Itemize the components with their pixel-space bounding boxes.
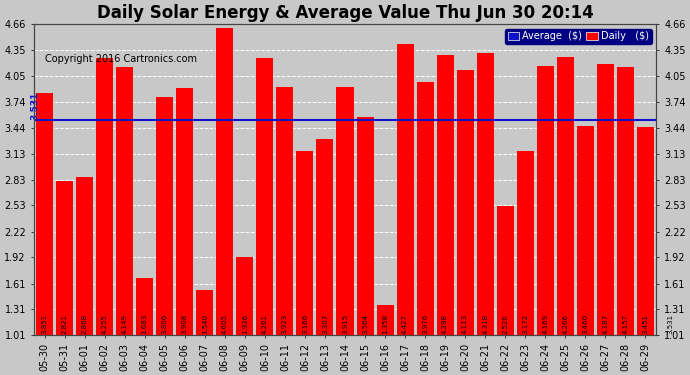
Text: 3.908: 3.908 bbox=[181, 314, 188, 334]
Bar bbox=[237, 257, 253, 335]
Bar bbox=[176, 88, 193, 335]
Bar bbox=[637, 127, 654, 335]
Text: 3.976: 3.976 bbox=[422, 314, 428, 334]
Text: 3.460: 3.460 bbox=[582, 314, 589, 334]
Bar bbox=[397, 44, 413, 335]
Bar bbox=[297, 151, 313, 335]
Text: 3.564: 3.564 bbox=[362, 314, 368, 334]
Text: 4.113: 4.113 bbox=[462, 314, 469, 334]
Bar bbox=[597, 64, 614, 335]
Text: 3.923: 3.923 bbox=[282, 314, 288, 334]
Text: 3.166: 3.166 bbox=[302, 314, 308, 334]
Text: 3.451: 3.451 bbox=[642, 314, 649, 334]
Text: 1.683: 1.683 bbox=[141, 314, 148, 334]
Text: 3.531: 3.531 bbox=[667, 314, 673, 334]
Bar bbox=[156, 96, 173, 335]
Bar bbox=[457, 70, 473, 335]
Text: 3.172: 3.172 bbox=[522, 314, 529, 334]
Bar bbox=[56, 180, 73, 335]
Text: 3.307: 3.307 bbox=[322, 314, 328, 334]
Bar bbox=[377, 305, 393, 335]
Text: 2.868: 2.868 bbox=[81, 314, 88, 334]
Legend: Average  ($), Daily   ($): Average ($), Daily ($) bbox=[505, 28, 651, 44]
Text: 3.851: 3.851 bbox=[41, 314, 48, 334]
Bar bbox=[36, 93, 53, 335]
Bar bbox=[577, 126, 594, 335]
Text: 1.540: 1.540 bbox=[201, 314, 208, 334]
Bar bbox=[517, 151, 534, 335]
Bar bbox=[277, 87, 293, 335]
Bar bbox=[437, 55, 453, 335]
Bar bbox=[196, 290, 213, 335]
Text: 1.358: 1.358 bbox=[382, 314, 388, 334]
Title: Daily Solar Energy & Average Value Thu Jun 30 20:14: Daily Solar Energy & Average Value Thu J… bbox=[97, 4, 593, 22]
Text: 4.266: 4.266 bbox=[562, 314, 569, 334]
Bar bbox=[417, 82, 433, 335]
Bar bbox=[217, 28, 233, 335]
Text: 3.915: 3.915 bbox=[342, 314, 348, 334]
Bar bbox=[136, 278, 153, 335]
Bar bbox=[337, 87, 353, 335]
Bar bbox=[537, 66, 554, 335]
Text: 4.149: 4.149 bbox=[121, 314, 128, 334]
Bar bbox=[76, 177, 93, 335]
Text: 4.255: 4.255 bbox=[101, 314, 108, 334]
Bar bbox=[96, 58, 113, 335]
Text: 4.261: 4.261 bbox=[262, 314, 268, 334]
Text: 4.298: 4.298 bbox=[442, 314, 448, 334]
Text: 1.926: 1.926 bbox=[242, 314, 248, 334]
Text: 4.157: 4.157 bbox=[622, 314, 629, 334]
Bar bbox=[617, 67, 634, 335]
Text: 2.520: 2.520 bbox=[502, 314, 509, 334]
Text: Copyright 2016 Cartronics.com: Copyright 2016 Cartronics.com bbox=[45, 54, 197, 64]
Text: 4.427: 4.427 bbox=[402, 314, 408, 334]
Text: 3.806: 3.806 bbox=[161, 314, 168, 334]
Text: 4.605: 4.605 bbox=[221, 314, 228, 334]
Bar bbox=[497, 206, 514, 335]
Bar bbox=[257, 58, 273, 335]
Text: 4.318: 4.318 bbox=[482, 314, 489, 334]
Text: 3.531: 3.531 bbox=[30, 92, 39, 120]
Text: 4.169: 4.169 bbox=[542, 314, 549, 334]
Bar bbox=[557, 57, 574, 335]
Bar bbox=[357, 117, 373, 335]
Bar bbox=[116, 67, 133, 335]
Text: 2.821: 2.821 bbox=[61, 314, 68, 334]
Bar bbox=[317, 139, 333, 335]
Bar bbox=[477, 53, 494, 335]
Text: 4.187: 4.187 bbox=[602, 314, 609, 334]
